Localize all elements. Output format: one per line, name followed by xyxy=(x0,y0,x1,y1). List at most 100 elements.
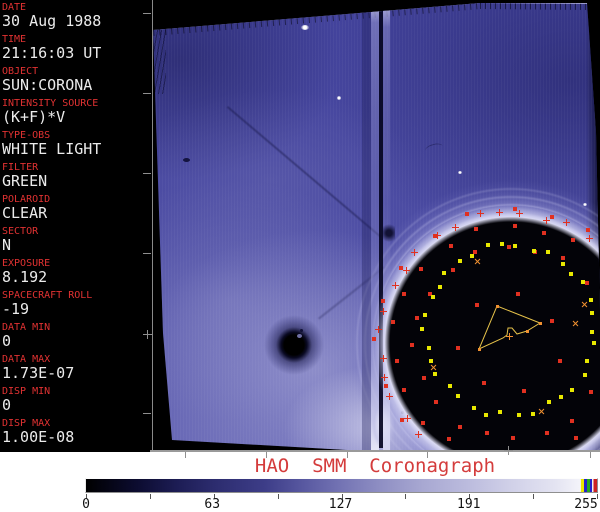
colorbar-tick xyxy=(277,494,279,499)
pointing-polygon xyxy=(478,305,542,350)
field-label: OBJECT xyxy=(2,66,39,77)
red-fiducial-dot xyxy=(380,299,385,304)
field-label: SPACECRAFT ROLL xyxy=(2,290,93,301)
bottom-edge-tick xyxy=(347,452,348,458)
yellow-fiducial-dot xyxy=(428,358,433,363)
red-plus-mark xyxy=(414,430,422,438)
colorbar-tick-label: 0 xyxy=(82,497,90,512)
red-fiducial-dot xyxy=(549,215,554,220)
red-fiducial-dot xyxy=(399,418,404,423)
red-fiducial-dot xyxy=(557,359,562,364)
field-value: N xyxy=(2,236,12,254)
intensity-colorbar xyxy=(85,478,598,493)
red-fiducial-dot xyxy=(506,245,511,250)
red-fiducial-dot xyxy=(457,424,462,429)
colorbar-tick xyxy=(469,494,471,499)
red-fiducial-dot xyxy=(585,281,590,285)
yellow-fiducial-dot xyxy=(558,395,563,400)
bottom-edge-suncenter-tick xyxy=(508,446,509,455)
fiducial-dot-grid xyxy=(150,0,600,452)
sidebar-field-filter: FILTER GREEN xyxy=(2,162,150,190)
yellow-fiducial-dot xyxy=(500,242,505,247)
red-plus-mark xyxy=(451,223,459,231)
field-label: DATA MAX xyxy=(2,354,51,365)
yellow-fiducial-dot xyxy=(469,254,474,259)
yellow-fiducial-dot xyxy=(423,313,428,318)
field-value: 0 xyxy=(2,332,12,350)
yellow-fiducial-dot xyxy=(442,271,447,276)
colorbar-tick-label: 191 xyxy=(456,497,481,512)
sidebar-field-data-min: DATA MIN 0 xyxy=(2,322,150,350)
field-label: TIME xyxy=(2,34,27,45)
red-plus-mark xyxy=(542,216,550,224)
yellow-fiducial-dot xyxy=(426,345,431,350)
red-fiducial-dot xyxy=(550,318,555,323)
field-value: 21:16:03 UT xyxy=(2,44,102,62)
yellow-fiducial-dot xyxy=(590,311,595,316)
red-fiducial-dot xyxy=(474,303,479,308)
field-label: DISP MIN xyxy=(2,386,51,397)
field-value: WHITE LIGHT xyxy=(2,140,102,158)
red-fiducial-dot xyxy=(522,389,527,394)
red-fiducial-dot xyxy=(589,389,594,394)
sidebar-field-disp-min: DISP MIN 0 xyxy=(2,386,150,414)
yellow-fiducial-dot xyxy=(583,373,588,378)
yellow-fiducial-dot xyxy=(584,359,589,364)
sidebar-field-spacecraft-roll: SPACECRAFT ROLL -19 xyxy=(2,290,150,318)
red-fiducial-dot xyxy=(586,227,591,232)
yellow-fiducial-dot xyxy=(471,406,476,411)
sidebar-field-sector: SECTOR N xyxy=(2,226,150,254)
yellow-fiducial-dot xyxy=(498,410,503,415)
yellow-fiducial-dot xyxy=(531,249,536,254)
red-plus-mark xyxy=(403,266,411,274)
red-plus-mark xyxy=(380,307,388,315)
bottom-edge-tick xyxy=(266,452,267,458)
field-label: DATE xyxy=(2,2,27,13)
occulter-edge-glow xyxy=(153,3,600,452)
field-label: POLAROID xyxy=(2,194,51,205)
field-value: (K+F)*V xyxy=(2,108,66,126)
field-value: -19 xyxy=(2,300,30,318)
yellow-fiducial-dot xyxy=(438,284,443,289)
colorbar-tick-label: 255 xyxy=(574,497,598,512)
red-fiducial-dot xyxy=(433,233,438,238)
yellow-fiducial-dot xyxy=(457,259,462,264)
colorbar-tick xyxy=(213,494,215,499)
sidebar-field-time: TIME 21:16:03 UT xyxy=(2,34,150,62)
red-plus-mark xyxy=(586,234,594,242)
red-fiducial-dot xyxy=(372,337,377,342)
red-fiducial-dot xyxy=(384,383,389,388)
field-value: SUN:CORONA xyxy=(2,76,93,94)
field-value: 8.192 xyxy=(2,268,48,286)
yellow-fiducial-dot xyxy=(432,371,437,376)
red-fiducial-dot xyxy=(421,421,426,426)
red-plus-mark xyxy=(379,354,387,362)
red-fiducial-dot xyxy=(399,265,404,270)
bottom-edge-tick xyxy=(590,452,591,458)
yellow-fiducial-dot xyxy=(591,341,596,346)
red-fiducial-dot xyxy=(484,430,489,435)
sun-center-marker xyxy=(506,333,513,340)
yellow-fiducial-dot xyxy=(589,330,594,335)
red-fiducial-dot xyxy=(419,267,424,272)
yellow-fiducial-dot xyxy=(486,242,491,247)
yellow-fiducial-dot xyxy=(588,298,593,303)
red-plus-mark xyxy=(515,210,523,218)
red-fiducial-dot xyxy=(545,431,550,436)
polygon-vertex-dot xyxy=(478,348,481,351)
coronagraph-image-panel xyxy=(150,0,600,452)
red-fiducial-dot xyxy=(421,375,426,380)
field-label: EXPOSURE xyxy=(2,258,51,269)
left-edge-tick xyxy=(143,173,151,174)
red-plus-mark xyxy=(496,208,504,216)
coronagraph-image xyxy=(153,3,600,452)
red-plus-mark xyxy=(391,281,399,289)
plot-title: HAO SMM Coronagraph xyxy=(254,455,496,477)
yellow-fiducial-dot xyxy=(581,279,586,284)
red-fiducial-dot xyxy=(447,436,452,441)
red-fiducial-dot xyxy=(571,238,576,243)
red-fiducial-dot xyxy=(451,267,456,272)
bottom-edge-tick xyxy=(185,452,186,458)
sidebar-field-data-max: DATA MAX 1.73E-07 xyxy=(2,354,150,382)
sidebar-field-object: OBJECT SUN:CORONA xyxy=(2,66,150,94)
